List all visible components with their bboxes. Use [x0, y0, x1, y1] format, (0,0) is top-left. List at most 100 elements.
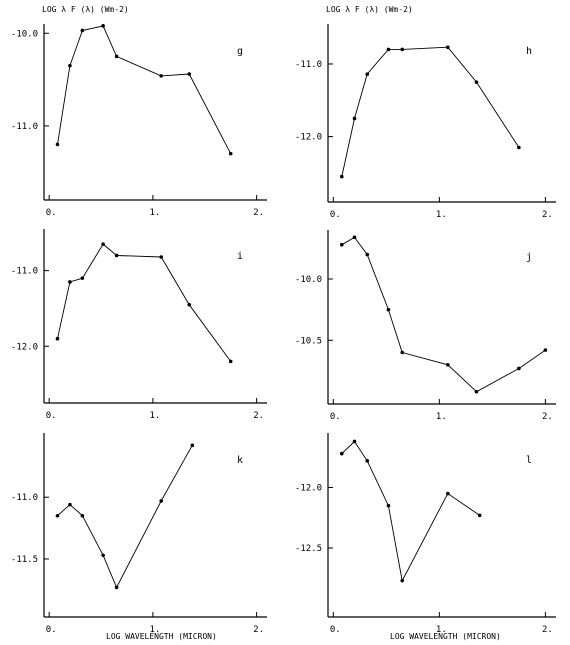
panel-l: 0. 1. 2. -12.0 -12.5 l LOG WAVELENGTH (MICRON)	[295, 433, 556, 641]
y-tick-label: -11.0	[295, 60, 322, 70]
x-tick-label: 1.	[436, 625, 447, 635]
x-tick-label: 1.	[436, 412, 447, 422]
data-point	[474, 389, 479, 394]
data-point	[114, 585, 119, 590]
data-point	[339, 174, 344, 179]
y-tick-label: -10.0	[295, 275, 322, 285]
data-point	[400, 578, 405, 583]
x-tick-label: 0.	[46, 411, 57, 421]
x-tick-label: 2.	[253, 411, 264, 421]
panel-letter: i	[237, 251, 243, 262]
y-tick-label: -11.0	[11, 122, 38, 132]
data-point	[517, 366, 521, 371]
series-line	[57, 445, 193, 589]
panel-letter: k	[237, 455, 243, 466]
data-point	[339, 451, 344, 456]
y-tick-label: -11.0	[11, 267, 38, 277]
data-point	[365, 459, 370, 463]
y-tick-label: -10.0	[11, 29, 38, 39]
x-tick-label: 1.	[436, 210, 447, 220]
panel-letter: j	[526, 252, 532, 263]
data-point	[474, 80, 479, 84]
panel-letter: h	[526, 46, 532, 57]
data-point	[101, 24, 105, 28]
series-line	[341, 46, 520, 177]
y-tick-label: -12.0	[295, 133, 322, 143]
data-point	[352, 116, 357, 121]
data-point	[80, 28, 85, 33]
panel-g: 0. 1. 2. -10.0 -11.0 g LOG λ F (λ) (Wm-2)	[11, 5, 267, 218]
x-tick-label: 2.	[542, 625, 553, 635]
x-tick-label: 2.	[542, 412, 553, 422]
x-tick-label: 1.	[149, 411, 160, 421]
data-point	[68, 502, 72, 507]
data-point	[228, 151, 233, 156]
x-tick-label: 1.	[149, 208, 160, 218]
data-point	[446, 45, 450, 50]
data-point	[187, 302, 192, 307]
data-point	[68, 280, 72, 284]
data-point	[228, 359, 233, 364]
series-line	[57, 243, 232, 362]
x-tick-label: 2.	[253, 625, 264, 635]
x-tick-label: 0.	[46, 625, 57, 635]
x-tick-label: 0.	[330, 412, 341, 422]
series-line	[341, 440, 480, 583]
y-tick-label: -10.5	[295, 336, 322, 346]
data-point	[159, 499, 164, 503]
data-point	[365, 72, 370, 76]
data-point	[55, 336, 60, 341]
x-tick-label: 2.	[253, 208, 264, 218]
y-tick-label: -11.0	[11, 493, 38, 503]
data-point	[386, 47, 391, 52]
panel-i: 0. 1. 2. -11.0 -12.0 i	[11, 229, 267, 421]
panel-letter: g	[237, 46, 243, 57]
data-point	[101, 553, 105, 558]
data-point	[187, 72, 192, 76]
x-tick-label: 0.	[330, 210, 341, 220]
data-point	[365, 252, 370, 257]
data-point	[352, 235, 357, 240]
y-axis-label: LOG λ F (λ) (Wm-2)	[326, 5, 413, 14]
panel-letter: l	[526, 455, 532, 466]
data-point	[477, 513, 482, 518]
data-point	[446, 362, 450, 367]
y-tick-label: -12.5	[295, 544, 322, 554]
series-line	[341, 236, 546, 393]
data-point	[543, 348, 548, 352]
y-tick-label: -12.0	[11, 342, 38, 352]
panel-h: 0. 1. 2. -11.0 -12.0 h LOG λ F (λ) (Wm-2)	[295, 5, 556, 220]
x-tick-label: 0.	[46, 208, 57, 218]
data-point	[114, 253, 119, 258]
data-point	[55, 142, 60, 147]
data-point	[339, 242, 344, 247]
x-tick-label: 0.	[330, 625, 341, 635]
x-tick-label: 1.	[149, 625, 160, 635]
x-axis-label: LOG WAVELENGTH (MICRON)	[390, 632, 501, 641]
data-point	[68, 63, 72, 68]
data-point	[159, 74, 164, 78]
series-line	[57, 25, 232, 154]
data-point	[159, 255, 164, 259]
data-point	[80, 276, 85, 280]
data-point	[400, 350, 405, 355]
data-point	[114, 54, 119, 59]
y-axis-label: LOG λ F (λ) (Wm-2)	[42, 5, 129, 14]
data-point	[386, 307, 391, 312]
y-tick-label: -12.0	[295, 483, 322, 493]
y-tick-label: -11.5	[11, 555, 38, 565]
data-point	[352, 439, 357, 444]
data-point	[190, 443, 195, 448]
data-point	[400, 47, 405, 52]
data-point	[101, 242, 105, 246]
data-point	[386, 503, 391, 508]
panel-k: 0. 1. 2. -11.0 -11.5 k LOG WAVELENGTH (MICRON)	[11, 433, 267, 641]
data-point	[446, 491, 450, 496]
panel-j: 0. 1. 2. -10.0 -10.5 j	[295, 230, 556, 422]
x-tick-label: 2.	[542, 210, 553, 220]
data-point	[55, 513, 60, 518]
x-axis-label: LOG WAVELENGTH (MICRON)	[106, 632, 217, 641]
data-point	[517, 145, 521, 150]
data-point	[80, 513, 85, 518]
